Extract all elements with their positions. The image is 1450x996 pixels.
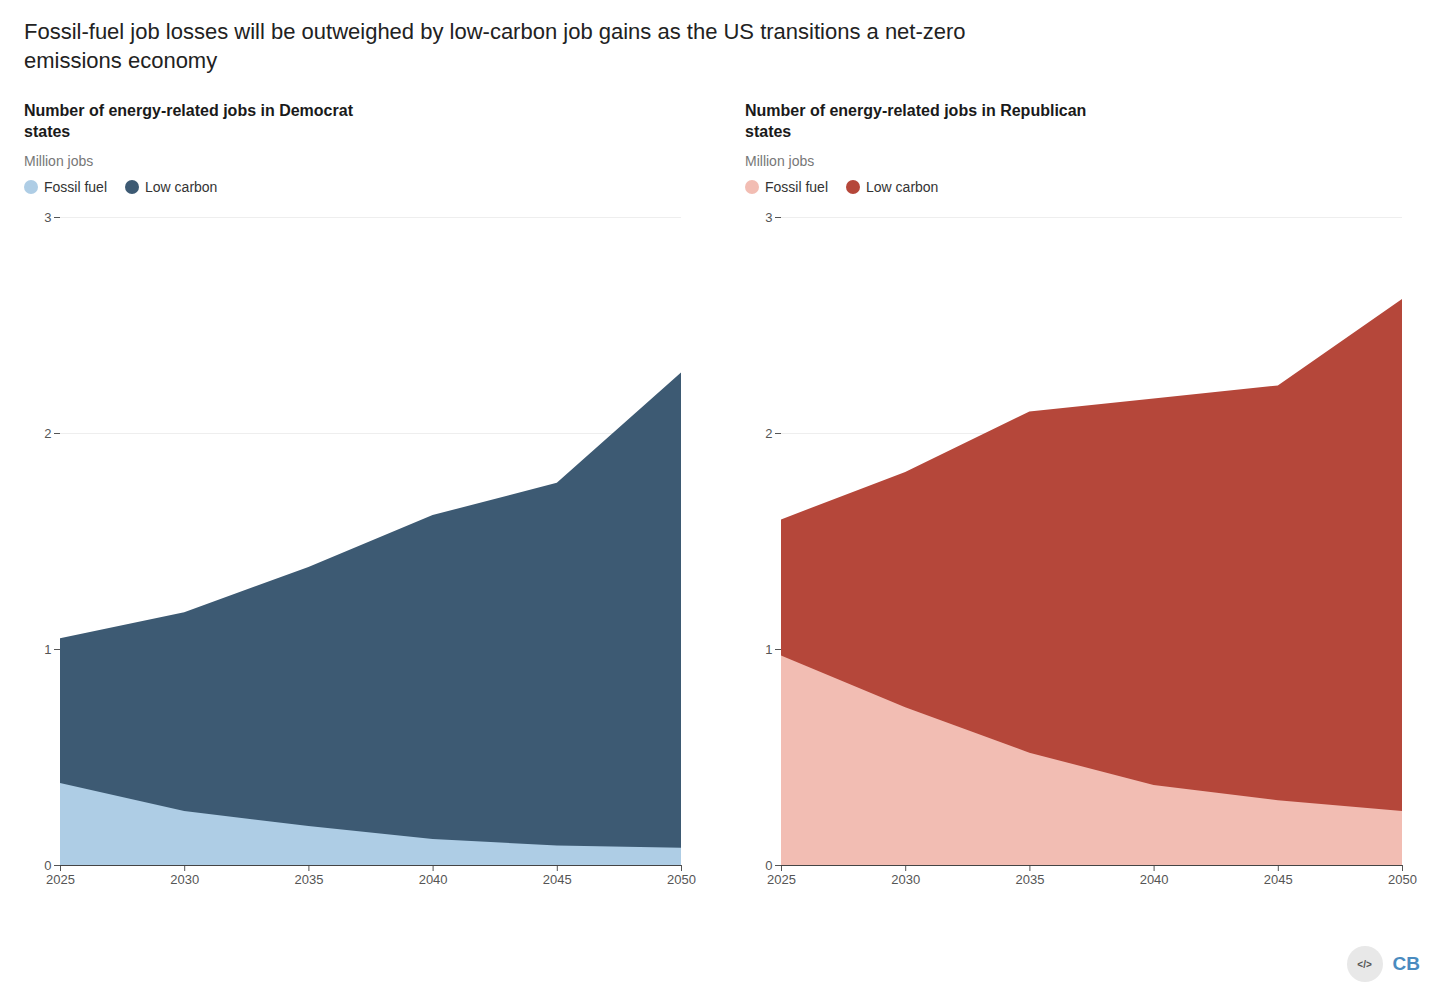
svg-text:2040: 2040	[1140, 872, 1169, 887]
svg-text:1: 1	[44, 641, 51, 656]
html-text:Number of energy-related jobs: Number of energy-related jobs in Democra…	[24, 102, 353, 140]
html-text:Fossil-fuel job losses will be: Fossil-fuel job losses will be outweighe…	[24, 19, 966, 73]
svg-text:2050: 2050	[1388, 872, 1417, 887]
svg-text:0: 0	[44, 857, 51, 872]
html-text:Low carbon: Low carbon	[145, 178, 218, 195]
html-text:Number of energy-related jobs: Number of energy-related jobs in Republi…	[745, 102, 1087, 140]
svg-text:2030: 2030	[891, 872, 920, 887]
html-text:Million jobs: Million jobs	[24, 152, 94, 169]
html-text:Low carbon: Low carbon	[866, 178, 939, 195]
svg-text:2: 2	[765, 425, 772, 440]
svg-text:2025: 2025	[46, 872, 75, 887]
html-text:CB: CB	[1392, 953, 1420, 974]
svg-text:2030: 2030	[170, 872, 199, 887]
svg-text:2025: 2025	[767, 872, 796, 887]
svg-text:0: 0	[765, 857, 772, 872]
svg-text:2050: 2050	[667, 872, 696, 887]
svg-text:3: 3	[44, 209, 51, 224]
svg-text:2045: 2045	[543, 872, 572, 887]
svg-text:2045: 2045	[1264, 872, 1293, 887]
html-text:Million jobs: Million jobs	[745, 152, 815, 169]
svg-text:2035: 2035	[294, 872, 323, 887]
html-text:Fossil fuel: Fossil fuel	[44, 178, 107, 195]
svg-text:2035: 2035	[1015, 872, 1044, 887]
svg-text:3: 3	[765, 209, 772, 224]
svg-text:2: 2	[44, 425, 51, 440]
html-text:Fossil fuel: Fossil fuel	[765, 178, 828, 195]
svg-text:1: 1	[765, 641, 772, 656]
svg-text:2040: 2040	[419, 872, 448, 887]
